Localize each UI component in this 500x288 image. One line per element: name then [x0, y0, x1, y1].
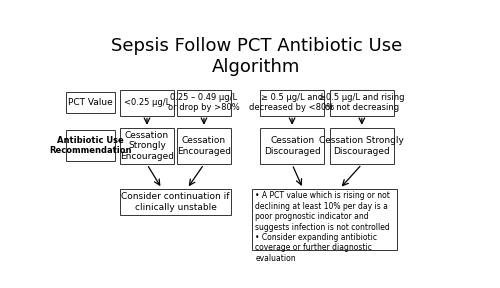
- FancyBboxPatch shape: [260, 90, 324, 115]
- FancyBboxPatch shape: [120, 90, 174, 115]
- Text: Cessation
Encouraged: Cessation Encouraged: [177, 136, 231, 156]
- Text: Consider continuation if
clinically unstable: Consider continuation if clinically unst…: [121, 192, 230, 212]
- FancyBboxPatch shape: [177, 128, 231, 164]
- Text: Sepsis Follow PCT Antibiotic Use
Algorithm: Sepsis Follow PCT Antibiotic Use Algorit…: [110, 37, 402, 75]
- Text: Cessation Strongly
Discouraged: Cessation Strongly Discouraged: [320, 136, 404, 156]
- Text: Antibiotic Use
Recommendation: Antibiotic Use Recommendation: [50, 136, 132, 155]
- Text: Cessation
Strongly
Encouraged: Cessation Strongly Encouraged: [120, 131, 174, 161]
- FancyBboxPatch shape: [260, 128, 324, 164]
- FancyBboxPatch shape: [66, 130, 115, 161]
- FancyBboxPatch shape: [120, 128, 174, 164]
- FancyBboxPatch shape: [66, 92, 115, 113]
- Text: ≥0.5 μg/L and rising
or not decreasing: ≥0.5 μg/L and rising or not decreasing: [319, 93, 404, 112]
- Text: PCT Value: PCT Value: [68, 98, 113, 107]
- Text: Cessation
Discouraged: Cessation Discouraged: [264, 136, 320, 156]
- FancyBboxPatch shape: [252, 189, 397, 250]
- Text: 0.25 – 0.49 μg/L
or drop by >80%: 0.25 – 0.49 μg/L or drop by >80%: [168, 93, 240, 112]
- FancyBboxPatch shape: [177, 90, 231, 115]
- FancyBboxPatch shape: [330, 90, 394, 115]
- Text: ≥ 0.5 μg/L and
decreased by <80%: ≥ 0.5 μg/L and decreased by <80%: [250, 93, 334, 112]
- Text: <0.25 μg/L: <0.25 μg/L: [124, 98, 170, 107]
- Text: • A PCT value which is rising or not
declining at least 10% per day is a
poor pr: • A PCT value which is rising or not dec…: [256, 191, 390, 263]
- FancyBboxPatch shape: [120, 189, 231, 215]
- FancyBboxPatch shape: [330, 128, 394, 164]
